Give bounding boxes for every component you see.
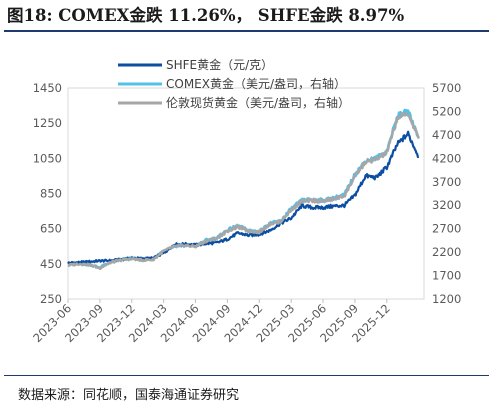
right-axis-tick-label: 2200 bbox=[432, 245, 461, 259]
left-axis-tick-label: 250 bbox=[40, 292, 62, 306]
left-axis-tick-label: 650 bbox=[40, 222, 62, 236]
right-axis-tick-label: 2700 bbox=[432, 222, 461, 236]
right-axis-tick-label: 1200 bbox=[432, 292, 461, 306]
source-note: 数据来源：同花顺，国泰海通证券研究 bbox=[18, 388, 240, 403]
legend-label: COMEX黄金（美元/盎司，右轴） bbox=[166, 76, 346, 91]
right-axis-tick-label: 5700 bbox=[432, 81, 461, 95]
right-axis-tick-label: 4700 bbox=[432, 128, 461, 142]
left-axis-tick-label: 450 bbox=[40, 257, 62, 271]
series-line-london bbox=[67, 112, 420, 271]
right-axis-tick-label: 4200 bbox=[432, 151, 461, 165]
legend-label: SHFE黄金（元/克） bbox=[166, 57, 273, 72]
left-axis-tick-label: 1050 bbox=[33, 151, 62, 165]
left-axis-tick-label: 1250 bbox=[33, 116, 62, 130]
gold-price-chart: 250 450 650 850 1050 1250 1450 1200 1700 2200 2700… bbox=[30, 57, 461, 345]
top-divider bbox=[4, 30, 489, 32]
left-axis-tick-label: 850 bbox=[40, 187, 62, 201]
right-axis-tick-label: 3700 bbox=[432, 175, 461, 189]
plot-frame bbox=[67, 87, 425, 300]
series-line-shfe bbox=[67, 130, 420, 265]
left-axis-tick-label: 1450 bbox=[33, 81, 62, 95]
legend-label: 伦敦现货黄金（美元/盎司，右轴） bbox=[166, 95, 350, 110]
bottom-divider bbox=[4, 375, 489, 376]
right-axis-tick-label: 5200 bbox=[432, 104, 461, 118]
right-axis-tick-label: 1700 bbox=[432, 269, 461, 283]
chart-title: 图18: COMEX金跌 11.26%， SHFE金跌 8.97% bbox=[7, 6, 405, 25]
right-axis-tick-label: 3200 bbox=[432, 198, 461, 212]
series-line-comex bbox=[67, 108, 420, 270]
